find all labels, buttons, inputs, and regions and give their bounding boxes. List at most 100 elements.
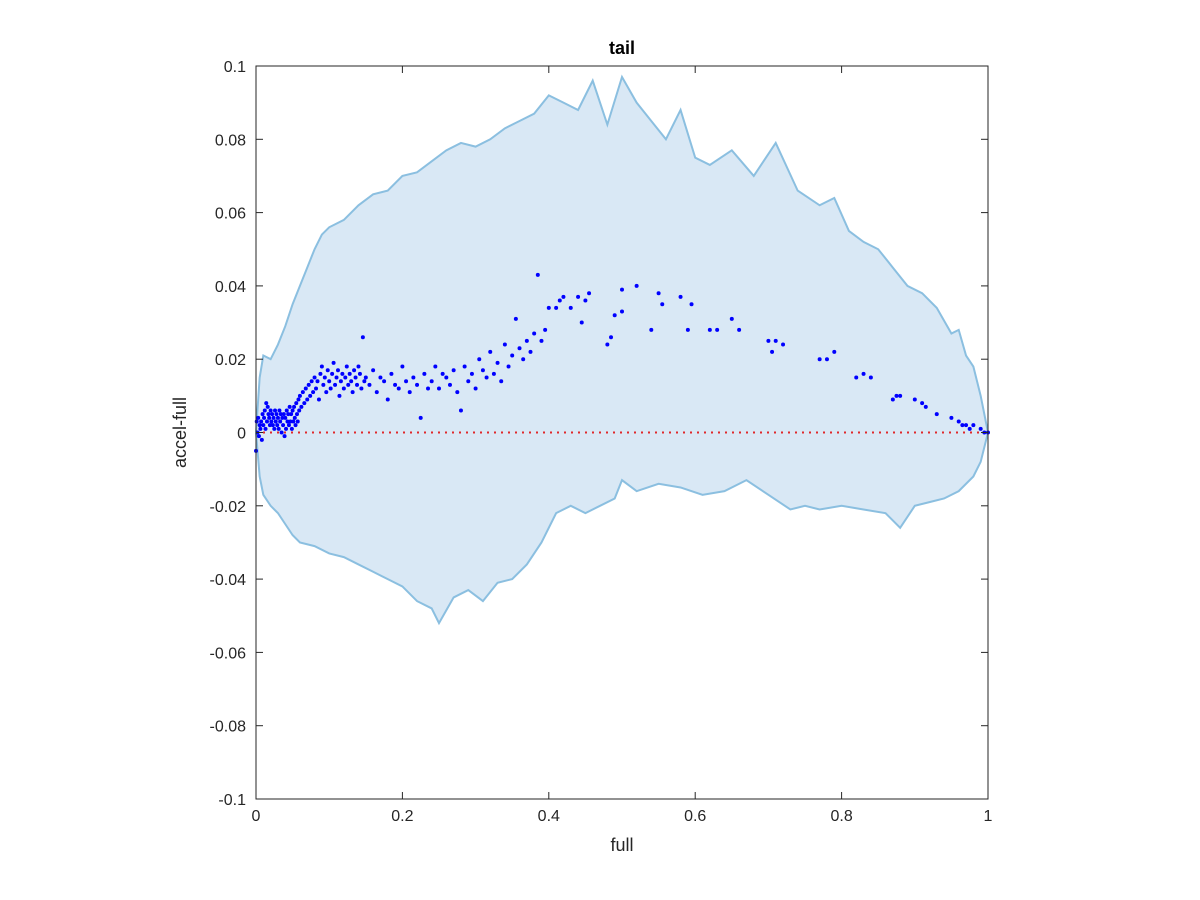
data-point — [568, 305, 573, 310]
data-point — [868, 375, 873, 380]
y-tick-label: 0.04 — [215, 279, 246, 296]
data-point — [283, 415, 288, 420]
band-upper-edge — [255, 74, 989, 433]
data-point — [289, 426, 294, 431]
data-point — [325, 368, 330, 373]
data-point — [288, 419, 293, 424]
data-point — [535, 272, 540, 277]
data-point — [294, 412, 299, 417]
data-point — [422, 371, 427, 376]
data-point — [308, 393, 313, 398]
data-point — [766, 338, 771, 343]
data-point — [407, 390, 412, 395]
data-point — [281, 412, 286, 417]
data-point — [418, 415, 423, 420]
data-point — [894, 393, 899, 398]
data-point — [305, 397, 310, 402]
y-axis-label: accel-full — [170, 397, 190, 468]
data-point — [561, 294, 566, 299]
data-point — [517, 346, 522, 351]
data-point — [327, 379, 332, 384]
data-point — [284, 426, 289, 431]
data-point — [281, 423, 286, 428]
data-point — [346, 382, 351, 387]
data-point — [314, 386, 319, 391]
data-point — [309, 379, 314, 384]
x-tick-label: 0 — [252, 808, 261, 825]
data-point — [269, 419, 274, 424]
data-point — [382, 379, 387, 384]
data-point — [337, 393, 342, 398]
data-point — [321, 382, 326, 387]
data-point — [678, 294, 683, 299]
data-point — [458, 408, 463, 413]
data-point — [634, 283, 639, 288]
data-point — [389, 371, 394, 376]
data-point — [291, 419, 296, 424]
data-point — [258, 426, 263, 431]
data-point — [262, 415, 267, 420]
y-tick-label: 0.08 — [215, 132, 246, 149]
data-point — [270, 423, 275, 428]
data-point — [546, 305, 551, 310]
data-point — [964, 423, 969, 428]
data-point — [265, 404, 270, 409]
data-point — [612, 313, 617, 318]
data-point — [371, 368, 376, 373]
data-point — [685, 327, 690, 332]
data-point — [324, 390, 329, 395]
data-point — [934, 412, 939, 417]
data-point — [272, 426, 277, 431]
data-point — [528, 349, 533, 354]
data-point — [316, 397, 321, 402]
data-point — [299, 404, 304, 409]
data-point — [971, 423, 976, 428]
data-point — [312, 375, 317, 380]
x-tick-label: 0.4 — [538, 808, 560, 825]
x-axis-label: full — [610, 835, 633, 855]
data-point — [923, 404, 928, 409]
data-point — [289, 412, 294, 417]
data-point — [689, 302, 694, 307]
data-point — [374, 390, 379, 395]
data-point — [455, 390, 460, 395]
y-ticks: -0.1 -0.08 -0.06 -0.04 -0.02 0 0.02 0.04 0.06 0.0… — [210, 59, 988, 809]
data-point — [280, 415, 285, 420]
x-tick-label: 0.8 — [830, 808, 852, 825]
data-point — [322, 375, 327, 380]
data-point — [276, 426, 281, 431]
data-point — [331, 360, 336, 365]
data-point — [292, 404, 297, 409]
data-point — [300, 390, 305, 395]
data-point — [274, 412, 279, 417]
data-point — [286, 423, 291, 428]
data-point — [293, 423, 298, 428]
data-point — [502, 342, 507, 347]
x-ticks: 0 0.2 0.4 0.6 0.8 1 — [252, 66, 993, 825]
data-point — [656, 291, 661, 296]
data-point — [960, 423, 965, 428]
data-point — [437, 386, 441, 391]
data-point — [282, 434, 287, 439]
data-point — [297, 408, 302, 413]
data-point — [334, 375, 339, 380]
data-point — [912, 397, 917, 402]
data-point — [333, 382, 338, 387]
data-point — [495, 360, 500, 365]
data-point — [292, 415, 297, 420]
data-point — [469, 371, 474, 376]
data-point — [447, 382, 452, 387]
data-point — [275, 423, 280, 428]
data-point — [707, 327, 712, 332]
data-point — [649, 327, 654, 332]
data-point — [275, 415, 280, 420]
data-point — [260, 412, 265, 417]
data-point — [352, 368, 357, 373]
data-point — [344, 364, 349, 369]
data-point — [817, 357, 822, 362]
data-point — [824, 357, 829, 362]
data-point — [473, 386, 478, 391]
confidence-band — [255, 74, 989, 626]
data-point — [330, 371, 335, 376]
data-point — [715, 327, 720, 332]
